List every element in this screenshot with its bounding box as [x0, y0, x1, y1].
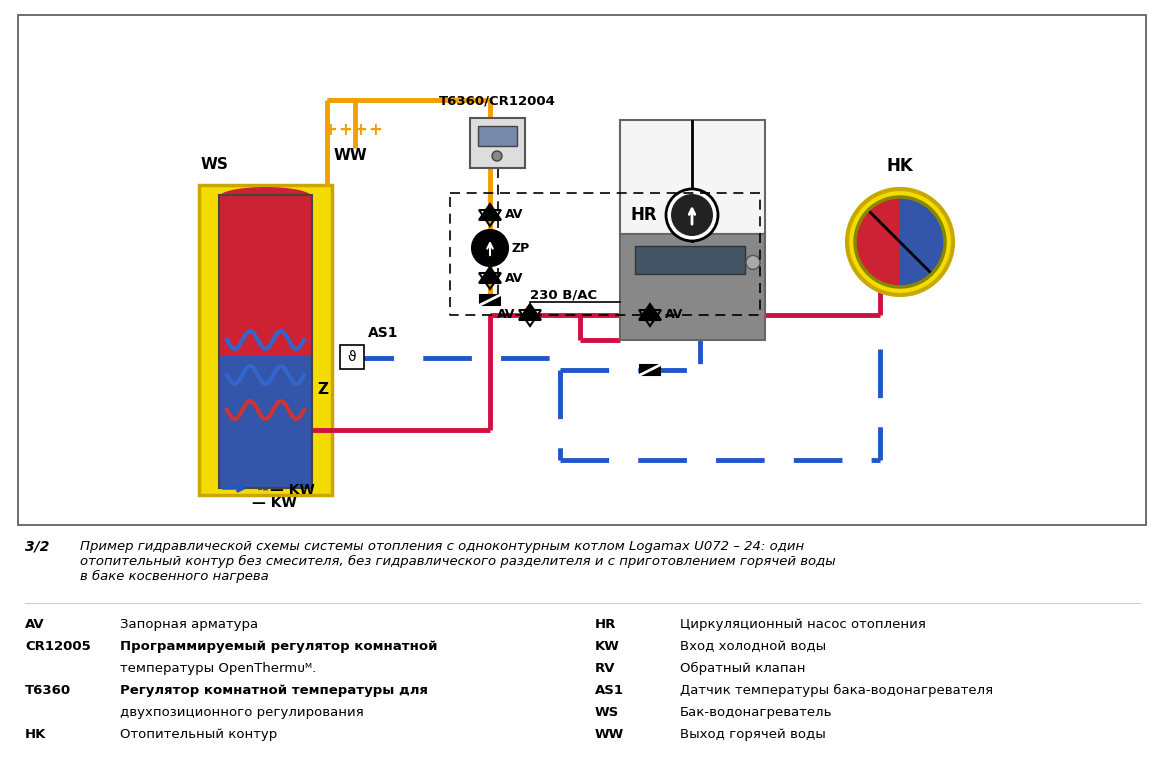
Text: — KW: — KW: [252, 496, 297, 510]
Text: Циркуляционный насос отопления: Циркуляционный насос отопления: [680, 618, 926, 631]
Ellipse shape: [219, 187, 312, 207]
Circle shape: [671, 194, 713, 236]
Polygon shape: [855, 197, 901, 287]
Polygon shape: [638, 304, 661, 320]
Circle shape: [847, 189, 953, 295]
Text: Отопительный контур: Отопительный контур: [120, 728, 277, 741]
Text: +: +: [338, 121, 352, 139]
Text: HK: HK: [887, 157, 913, 175]
Text: AV: AV: [504, 208, 523, 221]
Text: +: +: [368, 121, 382, 139]
Text: Вход холодной воды: Вход холодной воды: [680, 640, 826, 653]
Bar: [480, 295, 500, 305]
Text: AS1: AS1: [368, 326, 398, 340]
Circle shape: [666, 189, 718, 241]
Text: Запорная арматура: Запорная арматура: [120, 618, 259, 631]
Bar: [219, 195, 312, 356]
Bar: [219, 356, 312, 488]
Bar: [340, 345, 363, 369]
Bar: [199, 185, 332, 495]
Bar: [640, 365, 661, 375]
Text: AS1: AS1: [595, 684, 624, 697]
Bar: [635, 247, 744, 274]
Bar: [17, 15, 1146, 525]
Text: T6360/CR12004: T6360/CR12004: [439, 95, 556, 108]
Text: AV: AV: [24, 618, 44, 631]
Text: двухпозиционного регулирования: двухпозиционного регулирования: [120, 706, 363, 719]
Text: WW: WW: [333, 147, 367, 163]
Text: KW: KW: [595, 640, 620, 653]
Text: +: +: [353, 121, 367, 139]
Bar: [478, 126, 517, 146]
Circle shape: [472, 230, 508, 266]
Text: Выход горячей воды: Выход горячей воды: [680, 728, 826, 741]
Bar: [620, 120, 765, 234]
Text: Пример гидравлической схемы системы отопления с одноконтурным котлом Logamax U07: Пример гидравлической схемы системы отоп…: [80, 540, 835, 583]
Text: T6360: T6360: [24, 684, 71, 697]
Text: ϑ: ϑ: [347, 350, 356, 364]
Text: HR: HR: [595, 618, 616, 631]
Text: AV: AV: [504, 272, 523, 284]
Text: 3/2: 3/2: [24, 540, 49, 554]
Text: температуры OpenThermᴜᴹ.: температуры OpenThermᴜᴹ.: [120, 662, 316, 675]
Text: WS: WS: [202, 157, 228, 172]
Text: Обратный клапан: Обратный клапан: [680, 662, 805, 675]
Bar: [219, 195, 312, 488]
Text: Программируемый регулятор комнатной: Программируемый регулятор комнатной: [120, 640, 438, 653]
Bar: [469, 118, 525, 168]
Circle shape: [492, 151, 502, 161]
Text: WS: WS: [595, 706, 620, 719]
Polygon shape: [479, 204, 501, 220]
Text: Регулятор комнатной температуры для: Регулятор комнатной температуры для: [120, 684, 428, 697]
Text: Z: Z: [317, 382, 329, 398]
Text: CR12005: CR12005: [24, 640, 91, 653]
Text: HR: HR: [630, 206, 657, 224]
Text: WW: WW: [595, 728, 624, 741]
Text: Датчик температуры бака-водонагревателя: Датчик температуры бака-водонагревателя: [680, 684, 993, 697]
Text: Бак-водонагреватель: Бак-водонагреватель: [680, 706, 833, 719]
Text: RV: RV: [595, 662, 615, 675]
Polygon shape: [518, 304, 541, 320]
Text: HK: HK: [24, 728, 47, 741]
Polygon shape: [479, 267, 501, 283]
Text: 230 В/AC: 230 В/AC: [530, 289, 598, 302]
Text: +: +: [323, 121, 337, 139]
Text: — KW: — KW: [270, 483, 315, 497]
Circle shape: [746, 256, 760, 270]
Text: ZP: ZP: [511, 241, 530, 254]
Polygon shape: [901, 197, 945, 287]
Text: AV: AV: [665, 309, 684, 322]
Text: AV: AV: [496, 309, 515, 322]
Bar: [620, 234, 765, 340]
